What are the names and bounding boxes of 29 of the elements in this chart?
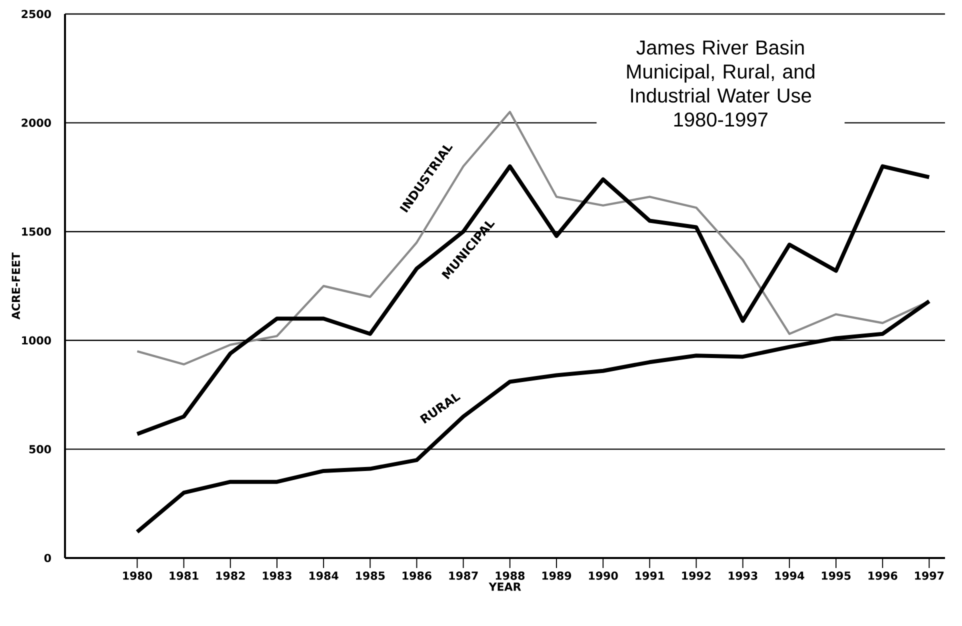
x-tick-label: 1993: [728, 572, 758, 580]
x-axis-title: YEAR: [488, 582, 522, 591]
x-tick-label: 1981: [170, 572, 198, 580]
x-tick-label: 1980: [123, 572, 152, 580]
y-tick-label: 1500: [22, 227, 51, 236]
text: 1980-1997: [674, 112, 768, 127]
x-tick-label: 1983: [262, 572, 292, 580]
x-tick-label: 1988: [496, 572, 525, 580]
x-tick-label: 1997: [915, 572, 944, 580]
y-axis-title: ACRE-FEET: [12, 252, 20, 320]
x-tick-label: 1986: [402, 572, 432, 580]
x-tick-label: 1994: [775, 572, 804, 580]
x-tick-label: 1995: [822, 572, 851, 580]
x-tick-label: 1987: [449, 572, 478, 580]
x-tick-label: 1990: [588, 572, 618, 580]
y-tick-label: 500: [29, 445, 51, 454]
x-tick-label: 1996: [868, 572, 898, 580]
x-tick-label: 1985: [356, 572, 385, 580]
x-tick-label: 1984: [309, 572, 338, 580]
x-tick-label: 1982: [216, 572, 245, 580]
y-tick-label: 2000: [22, 118, 51, 127]
y-tick-label: 0: [44, 554, 51, 562]
x-tick-label: 1989: [542, 572, 572, 580]
y-tick-label: 1000: [22, 336, 51, 345]
y-tick-label: 2500: [22, 10, 51, 18]
x-tick-label: 1991: [636, 572, 664, 580]
line-series: [135, 299, 932, 534]
text: James River Basin Municipal, Rural, and Industrial Water Use: [627, 40, 814, 103]
x-tick-label: 1992: [682, 572, 711, 580]
